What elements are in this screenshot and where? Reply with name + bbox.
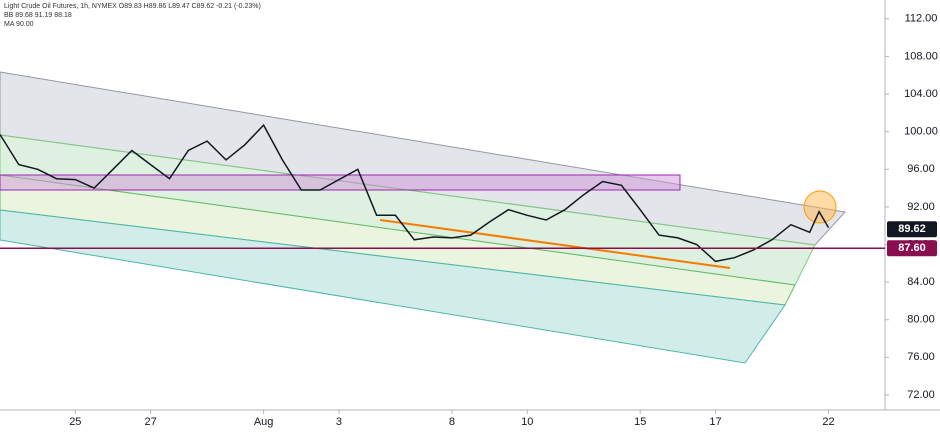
x-tick-label: 8	[449, 416, 455, 428]
trend-line	[379, 219, 731, 269]
x-tick-label: Aug	[254, 416, 274, 428]
y-tick-label: 112.00	[905, 13, 938, 25]
y-tick-label: 108.00	[904, 50, 938, 62]
y-tick-label: 84.00	[907, 276, 935, 288]
y-tick-label: 80.00	[907, 314, 935, 326]
y-tick-label: 96.00	[907, 163, 935, 175]
price-tag-label: 89.62	[898, 223, 926, 235]
legend-title: Light Crude Oil Futures, 1h, NYMEX O89.8…	[4, 3, 261, 10]
x-tick-label: 25	[69, 416, 81, 428]
y-tick-label: 100.00	[904, 126, 938, 138]
price-tag	[887, 240, 937, 257]
legend-ma: MA 90.00	[4, 21, 34, 28]
y-tick-label: 92.00	[907, 201, 935, 213]
price-tag-label: 87.60	[898, 242, 926, 254]
x-tick-label: 15	[634, 416, 646, 428]
highlight	[803, 190, 837, 224]
y-tick-label: 72.00	[907, 389, 935, 401]
x-tick-label: 3	[336, 416, 342, 428]
x-tick-label: 22	[822, 416, 834, 428]
y-tick-label: 76.00	[907, 351, 935, 363]
drawings	[0, 71, 846, 364]
price-line	[0, 123, 830, 263]
y-tick-label: 104.00	[904, 88, 938, 100]
price-tag	[887, 221, 937, 238]
legend-bb: BB 89.68 91.19 88.18	[4, 12, 72, 19]
zone-box	[0, 174, 681, 191]
x-tick-label: 17	[709, 416, 721, 428]
x-tick-label: 10	[521, 416, 533, 428]
x-tick-label: 27	[145, 416, 157, 428]
